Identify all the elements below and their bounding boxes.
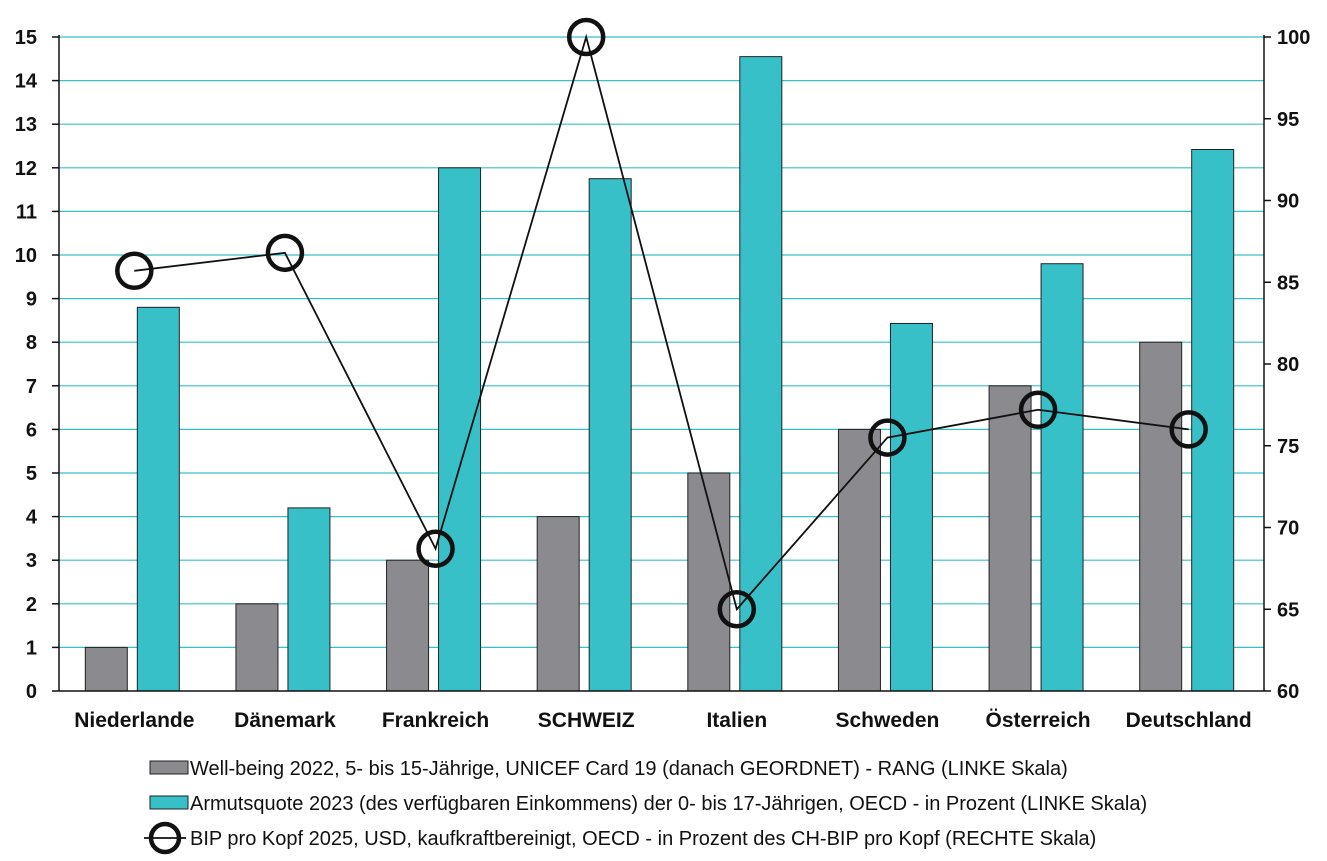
category-label: Dänemark bbox=[234, 709, 336, 732]
left-tick-label: 1 bbox=[26, 637, 37, 659]
right-tick-label: 80 bbox=[1277, 354, 1299, 376]
left-tick-label: 11 bbox=[16, 201, 37, 223]
left-tick-label: 12 bbox=[15, 158, 37, 180]
category-label: SCHWEIZ bbox=[538, 709, 635, 732]
right-tick-label: 70 bbox=[1277, 518, 1299, 540]
gdp-marker-4 bbox=[717, 590, 757, 629]
category-labels: Niederlande Dänemark Frankreich SCHWEIZ Ital… bbox=[74, 709, 1252, 732]
bar-poverty-rate-1 bbox=[287, 507, 331, 692]
category-label: Niederlande bbox=[74, 709, 194, 732]
category-label: Italien bbox=[706, 709, 767, 732]
gdp-marker-2 bbox=[416, 529, 455, 569]
category-label: Deutschland bbox=[1126, 709, 1252, 732]
left-tick-label: 0 bbox=[26, 681, 37, 703]
bar-poverty-rate-7 bbox=[1191, 148, 1235, 692]
axes bbox=[58, 35, 1265, 692]
bar-poverty-rate-5 bbox=[889, 322, 933, 692]
gdp-marker-3 bbox=[566, 17, 606, 57]
bar-poverty-rate-2 bbox=[438, 167, 482, 692]
legend-label: Armutsquote 2023 (des verfügbaren Einkom… bbox=[190, 793, 1147, 815]
left-tick-label: 13 bbox=[15, 114, 37, 136]
gdp-marker-1 bbox=[265, 233, 305, 273]
right-tick-label: 85 bbox=[1277, 272, 1299, 294]
left-tick-label: 10 bbox=[15, 245, 37, 267]
right-tick-label: 100 bbox=[1277, 27, 1310, 49]
legend-label: BIP pro Kopf 2025, USD, kaufkraftbereini… bbox=[190, 828, 1096, 850]
bar-wellbeing-rank-1 bbox=[235, 603, 279, 692]
bar-wellbeing-rank-5 bbox=[837, 428, 881, 692]
bar-poverty-rate-6 bbox=[1040, 263, 1084, 692]
left-tick-label: 4 bbox=[26, 507, 38, 529]
left-tick-label: 2 bbox=[26, 594, 37, 616]
right-tick-label: 90 bbox=[1277, 191, 1299, 213]
left-tick-label: 5 bbox=[26, 463, 37, 485]
left-tick-label: 8 bbox=[26, 332, 37, 354]
bar-wellbeing-rank-2 bbox=[386, 559, 430, 692]
category-label: Schweden bbox=[836, 709, 940, 732]
left-tick-label: 3 bbox=[26, 550, 37, 572]
legend: Well-being 2022, 5- bis 15-Jährige, UNIC… bbox=[144, 758, 1147, 855]
left-tick-label: 9 bbox=[26, 289, 37, 311]
category-label: Österreich bbox=[986, 709, 1091, 732]
gdp-marker-5 bbox=[868, 418, 907, 457]
right-tick-label: 65 bbox=[1277, 599, 1299, 621]
bar-wellbeing-rank-7 bbox=[1139, 341, 1183, 692]
legend-marker bbox=[148, 821, 182, 855]
bar-wellbeing-rank-0 bbox=[84, 646, 128, 692]
line-series bbox=[115, 17, 1208, 629]
gdp-marker-0 bbox=[115, 251, 154, 291]
left-tick-label: 14 bbox=[15, 71, 38, 93]
right-tick-label: 60 bbox=[1277, 681, 1299, 703]
legend-swatch bbox=[149, 795, 189, 810]
bar-poverty-rate-4 bbox=[739, 56, 783, 692]
right-axis-ticks: 60 65 70 75 80 85 90 95 100 bbox=[1264, 27, 1310, 703]
gridlines bbox=[59, 36, 1264, 649]
legend-swatch bbox=[149, 760, 189, 775]
bar-poverty-rate-3 bbox=[588, 178, 632, 692]
bars bbox=[84, 56, 1235, 692]
bar-wellbeing-rank-6 bbox=[988, 385, 1032, 692]
bar-wellbeing-rank-4 bbox=[687, 472, 731, 692]
gdp-marker-7 bbox=[1169, 410, 1208, 449]
bar-poverty-rate-0 bbox=[136, 306, 180, 692]
right-tick-label: 75 bbox=[1277, 436, 1299, 458]
left-tick-label: 6 bbox=[26, 419, 37, 441]
legend-label: Well-being 2022, 5- bis 15-Jährige, UNIC… bbox=[190, 758, 1068, 780]
bar-wellbeing-rank-3 bbox=[536, 516, 580, 692]
category-label: Frankreich bbox=[382, 709, 489, 732]
gdp-line bbox=[134, 33, 1189, 612]
left-tick-label: 7 bbox=[26, 376, 37, 398]
left-tick-label: 15 bbox=[15, 27, 37, 49]
gdp-marker-6 bbox=[1018, 390, 1058, 430]
right-tick-label: 95 bbox=[1277, 109, 1299, 131]
